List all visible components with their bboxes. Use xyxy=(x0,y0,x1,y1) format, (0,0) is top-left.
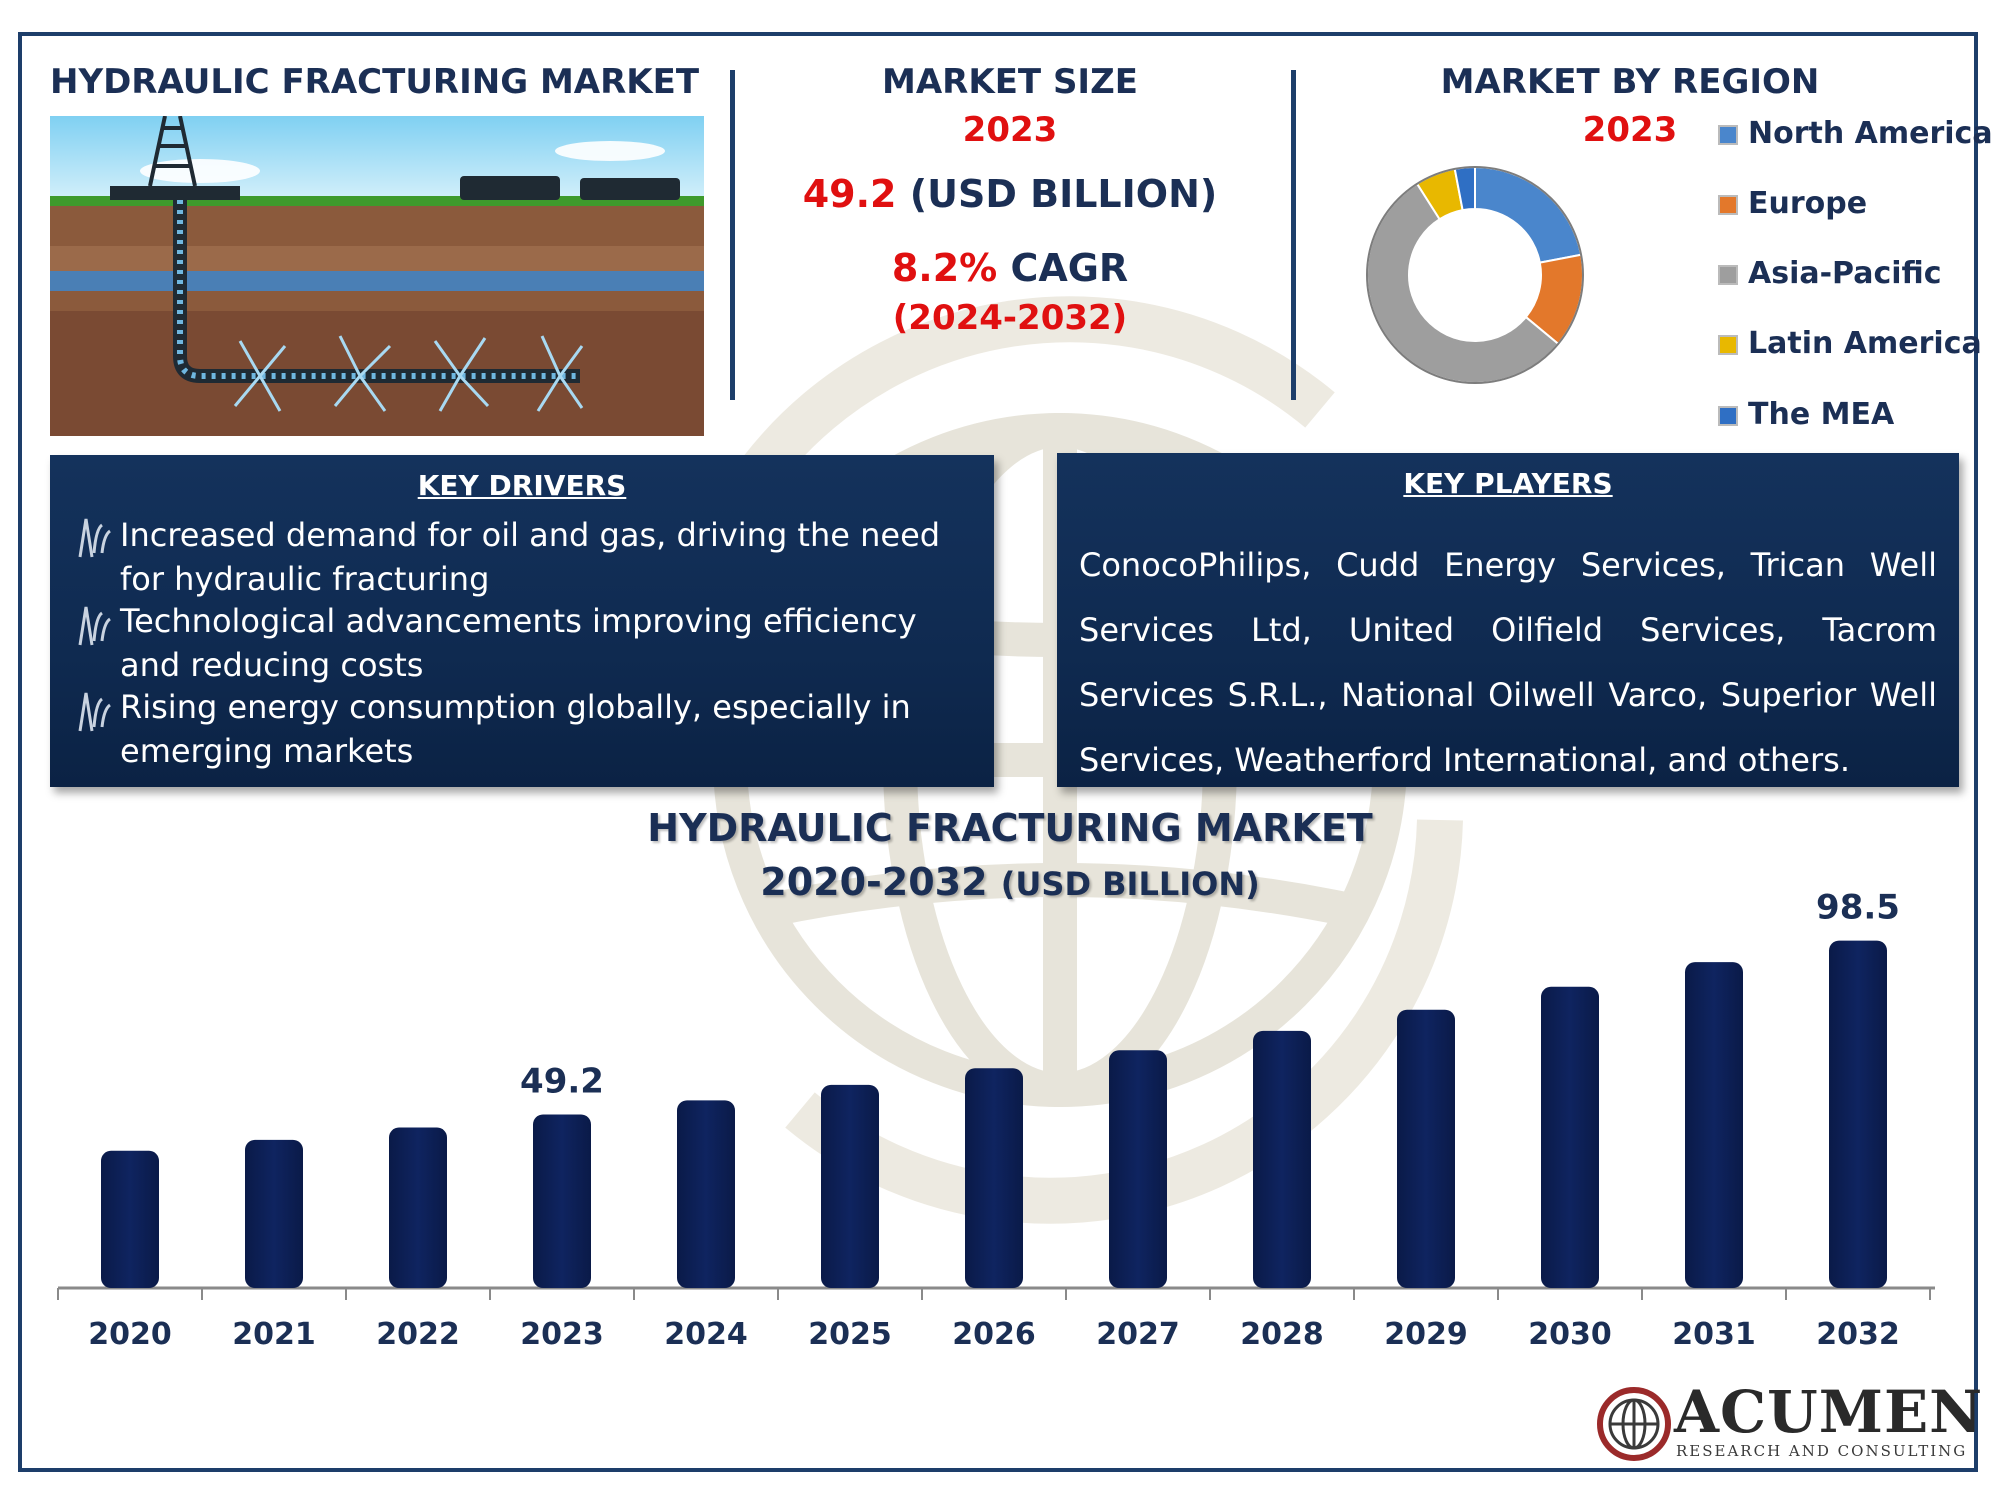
chart-title-line1: HYDRAULIC FRACTURING MARKET xyxy=(647,806,1373,850)
legend-the-mea: The MEA xyxy=(1718,397,1894,432)
key-players-title: KEY PLAYERS xyxy=(1403,467,1613,500)
x-tick-label-2020: 2020 xyxy=(88,1317,172,1352)
key-players-text: ConocoPhilips, Cudd Energy Services, Tri… xyxy=(1079,546,1937,779)
legend-swatch-asia-pacific xyxy=(1718,265,1738,285)
oil-rig-icon xyxy=(78,692,111,732)
region-donut-chart xyxy=(1366,165,1584,384)
x-tick-label-2030: 2030 xyxy=(1528,1317,1612,1352)
bar-2024 xyxy=(677,1100,735,1288)
bar-2032 xyxy=(1829,940,1887,1288)
market-size-label: MARKET SIZE xyxy=(882,62,1138,102)
page-title: HYDRAULIC FRACTURING MARKET xyxy=(50,62,700,102)
x-tick-label-2026: 2026 xyxy=(952,1317,1036,1352)
bar-2020 xyxy=(101,1150,159,1288)
legend-swatch-latin-america xyxy=(1718,335,1738,355)
chart-title-unit: (USD BILLION) xyxy=(1000,865,1260,903)
bar-2025 xyxy=(821,1084,879,1288)
cagr-label: CAGR xyxy=(1010,246,1129,290)
oil-rig-icon xyxy=(78,518,111,558)
bar-2028 xyxy=(1253,1030,1311,1288)
market-size-year: 2023 xyxy=(962,110,1058,150)
market-size-value: 49.2 (USD BILLION) xyxy=(760,172,1260,216)
cagr: 8.2% CAGR xyxy=(760,246,1260,290)
bar-2029 xyxy=(1397,1009,1455,1288)
x-tick-label-2024: 2024 xyxy=(664,1317,748,1352)
key-drivers-panel: KEY DRIVERS Increased demand for oil and… xyxy=(50,455,994,787)
key-players-panel: KEY PLAYERS ConocoPhilips, Cudd Energy S… xyxy=(1057,453,1959,787)
market-size-number: 49.2 xyxy=(802,172,897,216)
legend-swatch-europe xyxy=(1718,195,1738,215)
bar-2021 xyxy=(245,1139,303,1288)
divider-left xyxy=(730,70,735,400)
driver-item: Rising energy consumption globally, espe… xyxy=(120,688,911,770)
market-size-unit: (USD BILLION) xyxy=(909,172,1218,216)
legend-swatch-the-mea xyxy=(1718,406,1738,426)
data-label-2023: 49.2 xyxy=(520,1061,604,1101)
legend-north-america: North America xyxy=(1718,116,1993,151)
legend-swatch-north-america xyxy=(1718,125,1738,145)
data-label-2032: 98.5 xyxy=(1816,888,1900,928)
cagr-value: 8.2% xyxy=(891,246,998,290)
bar-2027 xyxy=(1109,1050,1167,1288)
region-year: 2023 xyxy=(1582,110,1678,150)
x-tick-label-2023: 2023 xyxy=(520,1317,604,1352)
bar-2022 xyxy=(389,1127,447,1288)
donut-outline xyxy=(1366,166,1584,384)
x-tick-label-2032: 2032 xyxy=(1816,1317,1900,1352)
bar-2026 xyxy=(965,1068,1023,1288)
x-tick-label-2022: 2022 xyxy=(376,1317,460,1352)
x-tick-label-2021: 2021 xyxy=(232,1317,316,1352)
legend-asia-pacific: Asia-Pacific xyxy=(1718,256,1942,291)
brand-name: ACUMEN xyxy=(1674,1378,1984,1446)
region-label: MARKET BY REGION xyxy=(1440,62,1820,102)
driver-item: Increased demand for oil and gas, drivin… xyxy=(120,516,941,598)
legend-latin-america: Latin America xyxy=(1718,326,1982,361)
chart-title-years: 2020-2032 xyxy=(760,860,988,904)
bar-2031 xyxy=(1685,962,1743,1288)
x-tick-label-2025: 2025 xyxy=(808,1317,892,1352)
x-tick-label-2029: 2029 xyxy=(1384,1317,1468,1352)
bar-2023 xyxy=(533,1114,591,1288)
oil-rig-icon xyxy=(78,606,111,646)
divider-right xyxy=(1291,70,1296,400)
cagr-period: (2024-2032) xyxy=(892,298,1128,338)
legend-europe: Europe xyxy=(1718,186,1867,221)
x-tick-label-2027: 2027 xyxy=(1096,1317,1180,1352)
fracking-illustration xyxy=(50,116,704,436)
acumen-logo-icon xyxy=(1597,1387,1671,1461)
brand-tagline: RESEARCH AND CONSULTING xyxy=(1676,1442,1968,1460)
x-tick-label-2028: 2028 xyxy=(1240,1317,1324,1352)
chart-title-line2: 2020-2032 (USD BILLION) xyxy=(560,860,1460,904)
driver-item: Technological advancements improving eff… xyxy=(120,602,917,684)
x-tick-label-2031: 2031 xyxy=(1672,1317,1756,1352)
key-drivers-title: KEY DRIVERS xyxy=(417,469,627,502)
bar-2030 xyxy=(1541,986,1599,1288)
